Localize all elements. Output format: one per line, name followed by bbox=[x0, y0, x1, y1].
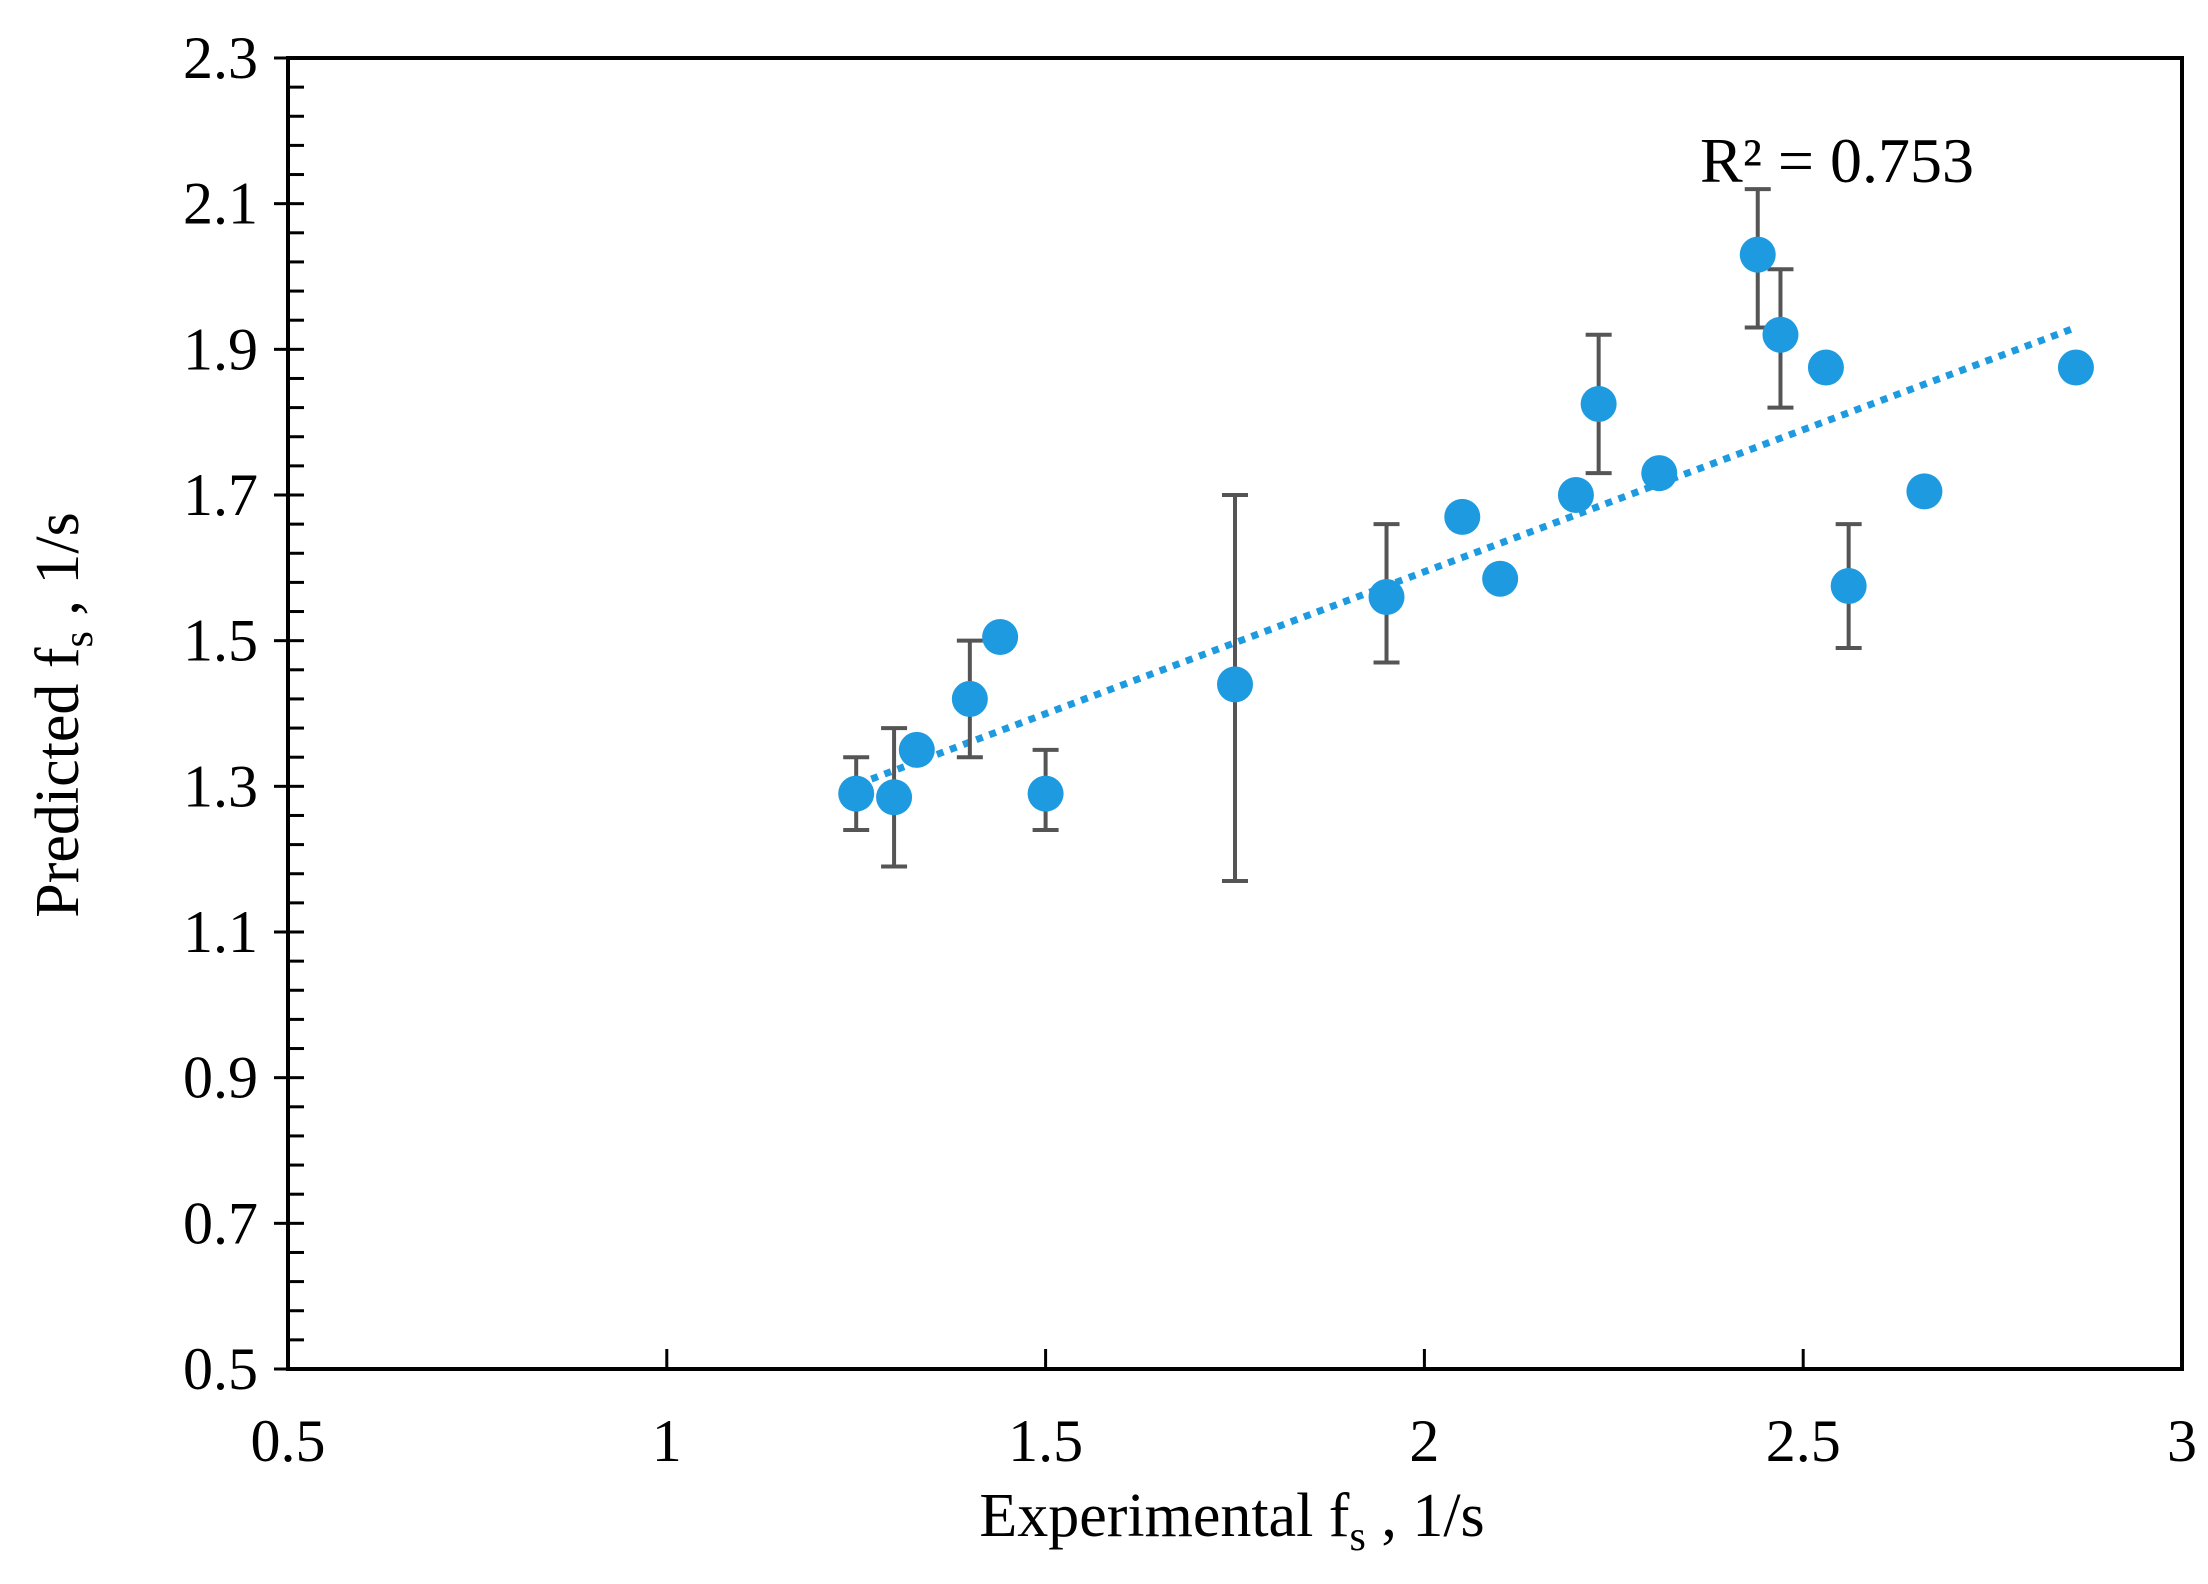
x-tick-label: 1 bbox=[652, 1408, 682, 1474]
data-point bbox=[1739, 236, 1776, 273]
y-tick-label: 1.5 bbox=[183, 608, 258, 674]
data-point bbox=[898, 731, 935, 768]
y-tick-label: 2.1 bbox=[183, 171, 258, 237]
y-tick-label: 0.5 bbox=[183, 1336, 258, 1402]
data-point bbox=[1368, 578, 1405, 615]
data-point bbox=[1807, 349, 1844, 386]
x-tick-label: 2.5 bbox=[1766, 1408, 1841, 1474]
x-tick-label: 0.5 bbox=[251, 1408, 326, 1474]
x-axis-label-unit: , 1/s bbox=[1366, 1482, 1485, 1550]
data-point bbox=[951, 680, 988, 717]
trendline-layer bbox=[870, 324, 2078, 783]
data-point bbox=[1557, 477, 1594, 513]
y-tick-label: 0.7 bbox=[183, 1190, 258, 1256]
y-tick-label: 1.3 bbox=[183, 753, 258, 819]
y-tick-label: 1.1 bbox=[183, 899, 258, 965]
plot-area-frame bbox=[286, 56, 2184, 1371]
y-tick-label: 1.7 bbox=[183, 462, 258, 528]
y-axis-label-unit: , 1/s bbox=[24, 512, 92, 631]
data-point bbox=[1217, 666, 1253, 703]
data-point bbox=[1906, 473, 1943, 510]
data-point bbox=[1482, 560, 1519, 597]
data-point bbox=[838, 775, 875, 812]
x-axis-label-main: Experimental f bbox=[979, 1482, 1349, 1550]
data-point bbox=[2057, 349, 2094, 386]
tick-labels-layer: 0.5 0.7 0.9 1.1 1.3 1.5 1.7 1.9 2.1 2.3 0.5 1 1.5 2 2.… bbox=[183, 25, 2197, 1474]
data-point bbox=[1580, 385, 1617, 422]
trendline bbox=[870, 324, 2078, 783]
data-point bbox=[876, 779, 913, 816]
r-squared-annotation: R² = 0.753 bbox=[1700, 125, 1974, 196]
y-axis-label: Predicted fs , 1/s bbox=[24, 512, 102, 918]
points-layer bbox=[838, 236, 2094, 816]
data-point bbox=[1830, 568, 1867, 605]
y-axis-label-main: Predicted f bbox=[24, 647, 92, 918]
y-tick-label: 2.3 bbox=[183, 25, 258, 91]
y-tick-label: 1.9 bbox=[183, 316, 258, 382]
ticks-layer bbox=[274, 56, 2184, 1371]
x-tick-label: 2 bbox=[1409, 1408, 1439, 1474]
data-point bbox=[1641, 455, 1678, 492]
data-point bbox=[1444, 498, 1481, 535]
data-point bbox=[1027, 775, 1064, 812]
data-point bbox=[982, 619, 1019, 656]
data-point bbox=[1762, 316, 1799, 353]
y-tick-label: 0.9 bbox=[183, 1045, 258, 1111]
x-tick-label: 1.5 bbox=[1008, 1408, 1083, 1474]
x-axis-label-subscript: s bbox=[1349, 1514, 1365, 1560]
x-tick-label: 3 bbox=[2167, 1408, 2197, 1474]
x-axis-label: Experimental fs , 1/s bbox=[979, 1482, 1484, 1560]
y-axis-label-subscript: s bbox=[56, 631, 102, 647]
